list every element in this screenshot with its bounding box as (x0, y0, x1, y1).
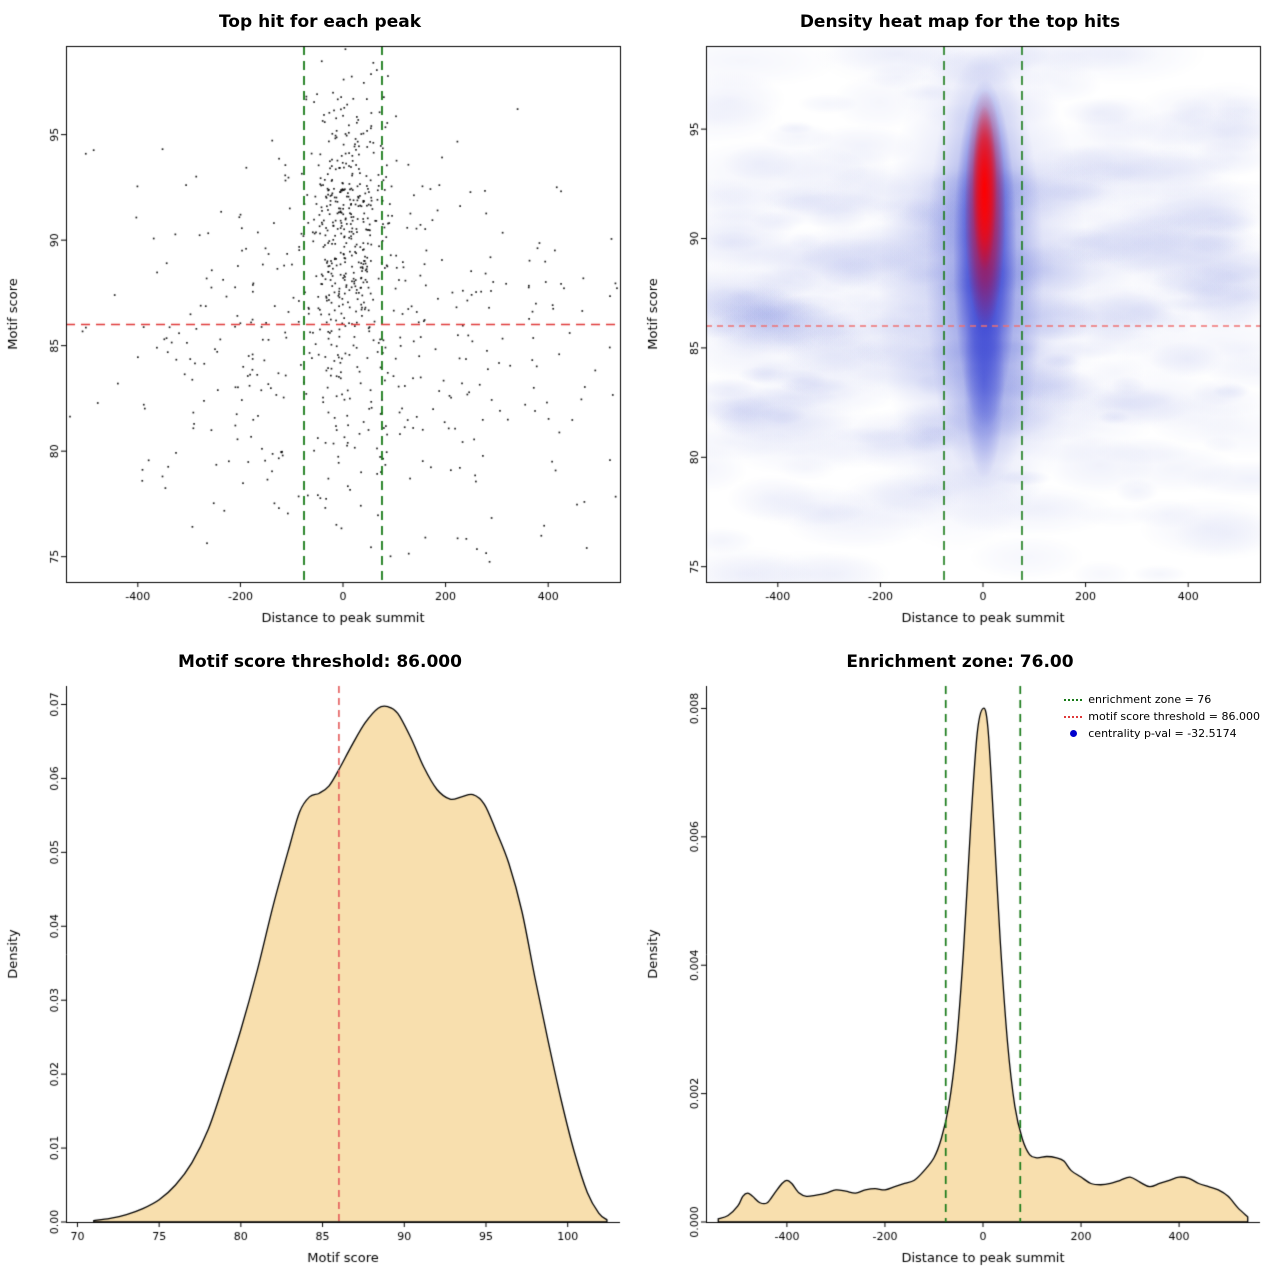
legend: enrichment zone = 76 motif score thresho… (1064, 690, 1260, 743)
score-density-title: Motif score threshold: 86.000 (178, 652, 462, 672)
red-dotted-line-icon (1064, 715, 1083, 718)
scatter-title: Top hit for each peak (218, 12, 422, 32)
heatmap-canvas (640, 0, 1280, 640)
panel-density-heatmap: Density heat map for the top hits (640, 0, 1280, 640)
scatter-canvas (0, 0, 640, 640)
position-density-canvas (640, 640, 1280, 1280)
legend-label-enrichment-zone: enrichment zone = 76 (1088, 693, 1212, 706)
score-density-canvas (0, 640, 640, 1280)
green-dotted-line-icon (1064, 698, 1083, 701)
heatmap-title: Density heat map for the top hits (799, 12, 1121, 32)
panel-position-density: Enrichment zone: 76.00 enrichment zone =… (640, 640, 1280, 1280)
legend-item-motif-threshold: motif score threshold = 86.000 (1064, 709, 1260, 724)
legend-label-motif-threshold: motif score threshold = 86.000 (1088, 710, 1260, 723)
legend-item-centrality-pval: centrality p-val = -32.5174 (1064, 726, 1260, 741)
legend-item-enrichment-zone: enrichment zone = 76 (1064, 692, 1260, 707)
legend-label-centrality-pval: centrality p-val = -32.5174 (1088, 727, 1237, 740)
position-density-title: Enrichment zone: 76.00 (846, 652, 1074, 672)
panel-top-hit-scatter: Top hit for each peak (0, 0, 640, 640)
panel-motif-score-density: Motif score threshold: 86.000 (0, 640, 640, 1280)
blue-dot-icon (1070, 730, 1078, 737)
